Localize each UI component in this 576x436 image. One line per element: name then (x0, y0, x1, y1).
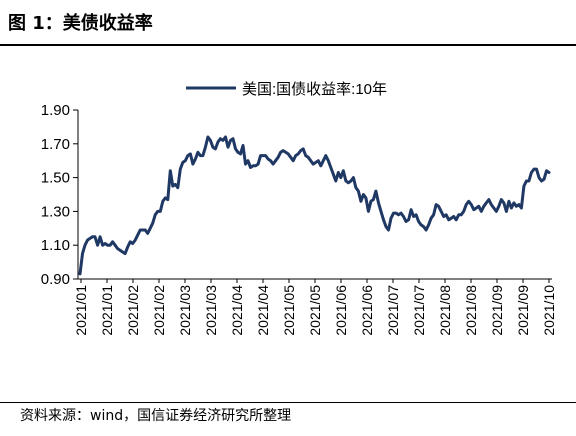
x-axis: 2021/01 2021/01 2021/02 2021/02 2021/03 2021/… (73, 278, 557, 336)
x-tick-label: 2021/03 (203, 285, 219, 336)
source-divider (0, 402, 576, 403)
x-tick-label: 2021/08 (463, 285, 479, 336)
x-tick-label: 2021/02 (125, 285, 141, 336)
y-tick-label: 1.50 (41, 170, 70, 187)
x-tick-label: 2021/06 (333, 285, 349, 336)
x-tick-label: 2021/09 (515, 285, 531, 336)
x-tick-label: 2021/05 (307, 285, 323, 336)
x-tick-label: 2021/07 (385, 285, 401, 336)
x-tick-label: 2021/07 (411, 285, 427, 336)
title-divider (0, 44, 576, 46)
x-tick-label: 2021/09 (489, 285, 505, 336)
series-line-us-10y-yield (78, 135, 551, 276)
legend: 美国:国债收益率:10年 (186, 81, 387, 98)
x-tick-label: 2021/01 (99, 285, 115, 336)
y-tick-label: 0.90 (41, 271, 70, 288)
y-tick-label: 1.70 (41, 136, 70, 153)
x-tick-label: 2021/06 (359, 285, 375, 336)
y-tick-label: 1.90 (41, 102, 70, 119)
x-tick-label: 2021/10 (541, 285, 557, 336)
x-tick-label: 2021/01 (73, 285, 89, 336)
x-tick-label: 2021/04 (229, 285, 245, 336)
source-note: 资料来源：wind，国信证券经济研究所整理 (20, 408, 292, 424)
figure-title: 图 1：美债收益率 (8, 13, 153, 34)
yield-line-chart: 美国:国债收益率:10年 0.90 1.10 1.30 1.50 1.70 1.90 20… (41, 81, 557, 336)
y-tick-label: 1.30 (41, 203, 70, 220)
y-axis: 0.90 1.10 1.30 1.50 1.70 1.90 (41, 102, 79, 288)
plot-area (78, 135, 551, 276)
y-tick-label: 1.10 (41, 237, 70, 254)
x-tick-label: 2021/08 (437, 285, 453, 336)
x-tick-label: 2021/02 (151, 285, 167, 336)
legend-label: 美国:国债收益率:10年 (242, 81, 387, 98)
x-tick-label: 2021/05 (281, 285, 297, 336)
x-tick-label: 2021/04 (255, 285, 271, 336)
x-tick-label: 2021/03 (177, 285, 193, 336)
